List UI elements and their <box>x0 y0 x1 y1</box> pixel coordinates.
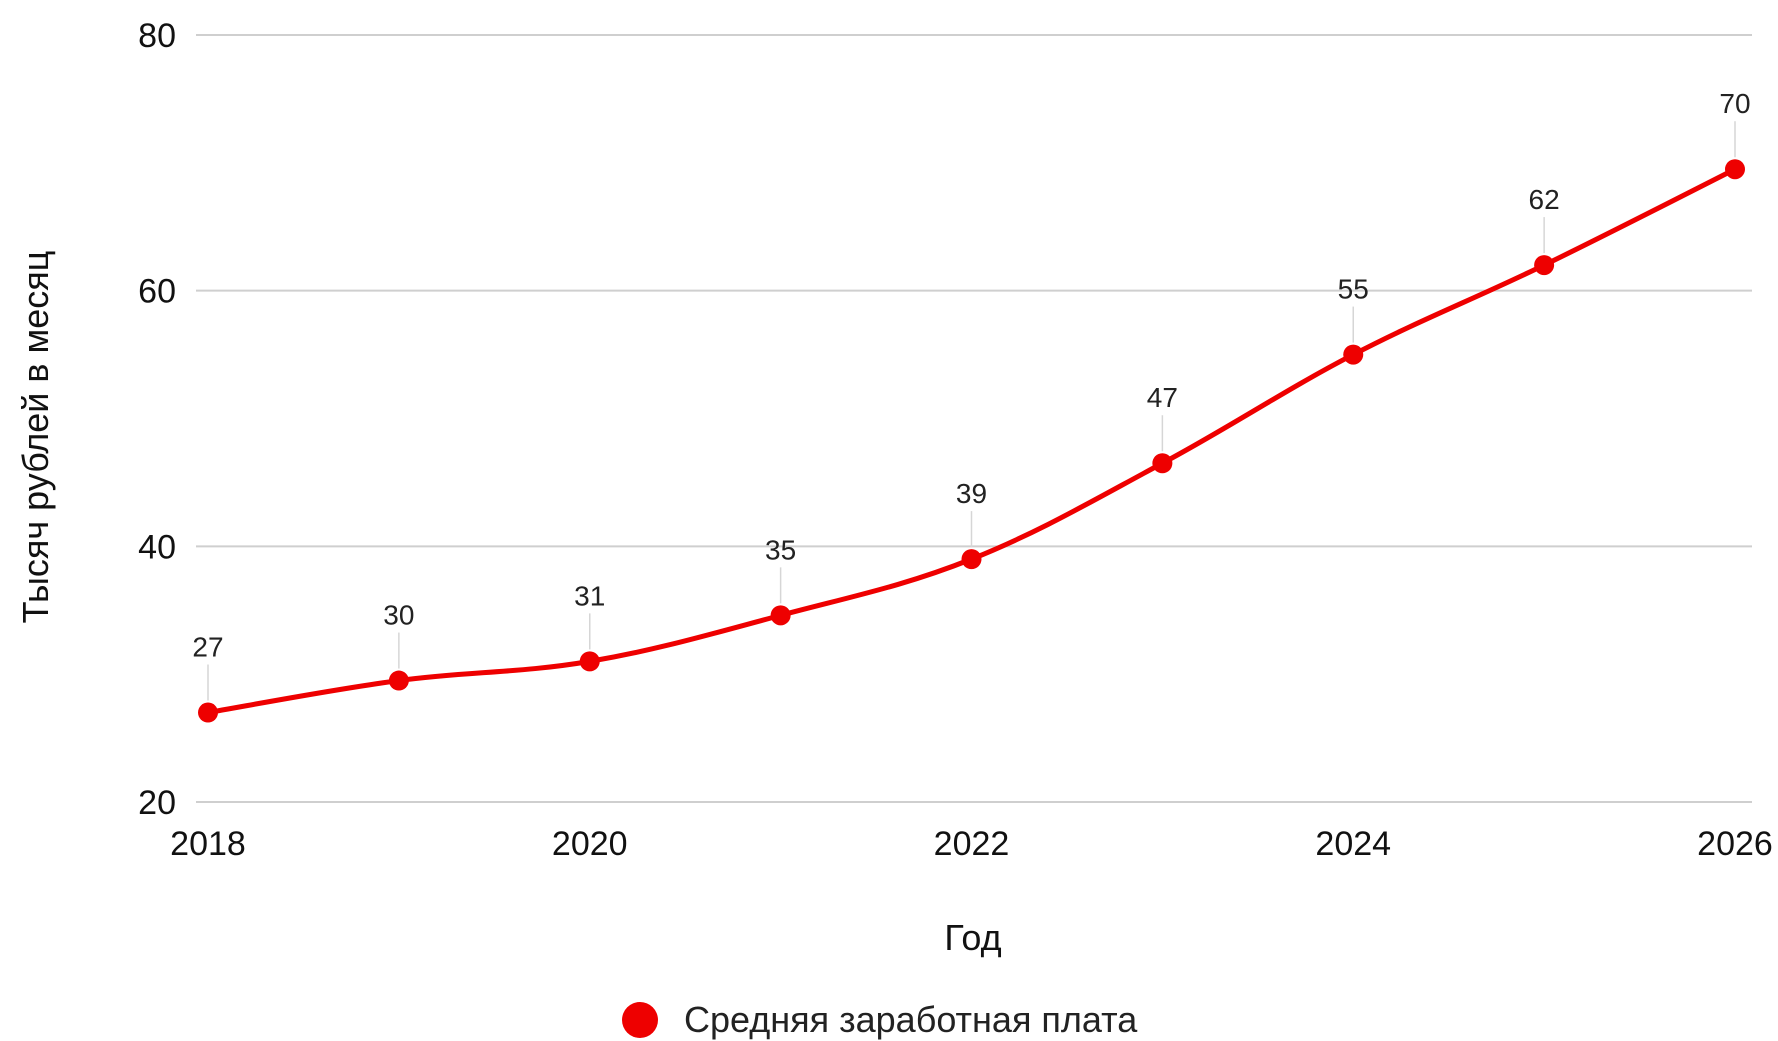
x-tick-label: 2020 <box>552 825 628 863</box>
y-tick-label: 80 <box>138 17 176 55</box>
data-label: 31 <box>574 580 605 611</box>
data-label: 27 <box>192 632 223 663</box>
data-label: 47 <box>1147 382 1178 413</box>
data-label: 30 <box>383 600 414 631</box>
data-points <box>198 159 1745 723</box>
y-tick-label: 60 <box>138 273 176 311</box>
x-axis-ticks: 2018 2020 2022 2024 2026 <box>170 825 1773 863</box>
x-tick-label: 2022 <box>934 825 1010 863</box>
x-tick-label: 2024 <box>1315 825 1391 863</box>
x-axis-title: Год <box>944 917 1001 958</box>
data-label-leaders <box>207 121 1736 701</box>
y-axis-title: Тысяч рублей в месяц <box>15 251 56 624</box>
data-label: 62 <box>1529 184 1560 215</box>
data-point <box>1343 344 1364 365</box>
data-label: 70 <box>1719 88 1750 119</box>
data-point <box>388 670 409 691</box>
data-point <box>770 605 791 626</box>
data-label: 35 <box>765 534 796 565</box>
data-labels: 27 30 31 35 39 47 55 62 70 <box>192 88 1750 662</box>
legend-label: Средняя заработная плата <box>684 999 1138 1040</box>
x-tick-label: 2026 <box>1697 825 1773 863</box>
data-label: 55 <box>1338 274 1369 305</box>
data-point <box>579 651 600 672</box>
data-point <box>1725 159 1745 180</box>
legend-marker <box>622 1002 658 1038</box>
y-tick-label: 20 <box>138 784 176 822</box>
data-point <box>198 702 218 723</box>
data-point <box>961 549 982 570</box>
y-tick-label: 40 <box>138 528 176 566</box>
series-line-average-salary <box>205 166 1738 716</box>
y-axis-ticks: 20 40 60 80 <box>138 17 176 822</box>
data-label: 39 <box>956 478 987 509</box>
data-point <box>1152 453 1173 474</box>
legend: Средняя заработная плата <box>622 999 1138 1040</box>
gridlines <box>196 34 1752 803</box>
x-tick-label: 2018 <box>170 825 246 863</box>
data-point <box>1534 255 1555 276</box>
